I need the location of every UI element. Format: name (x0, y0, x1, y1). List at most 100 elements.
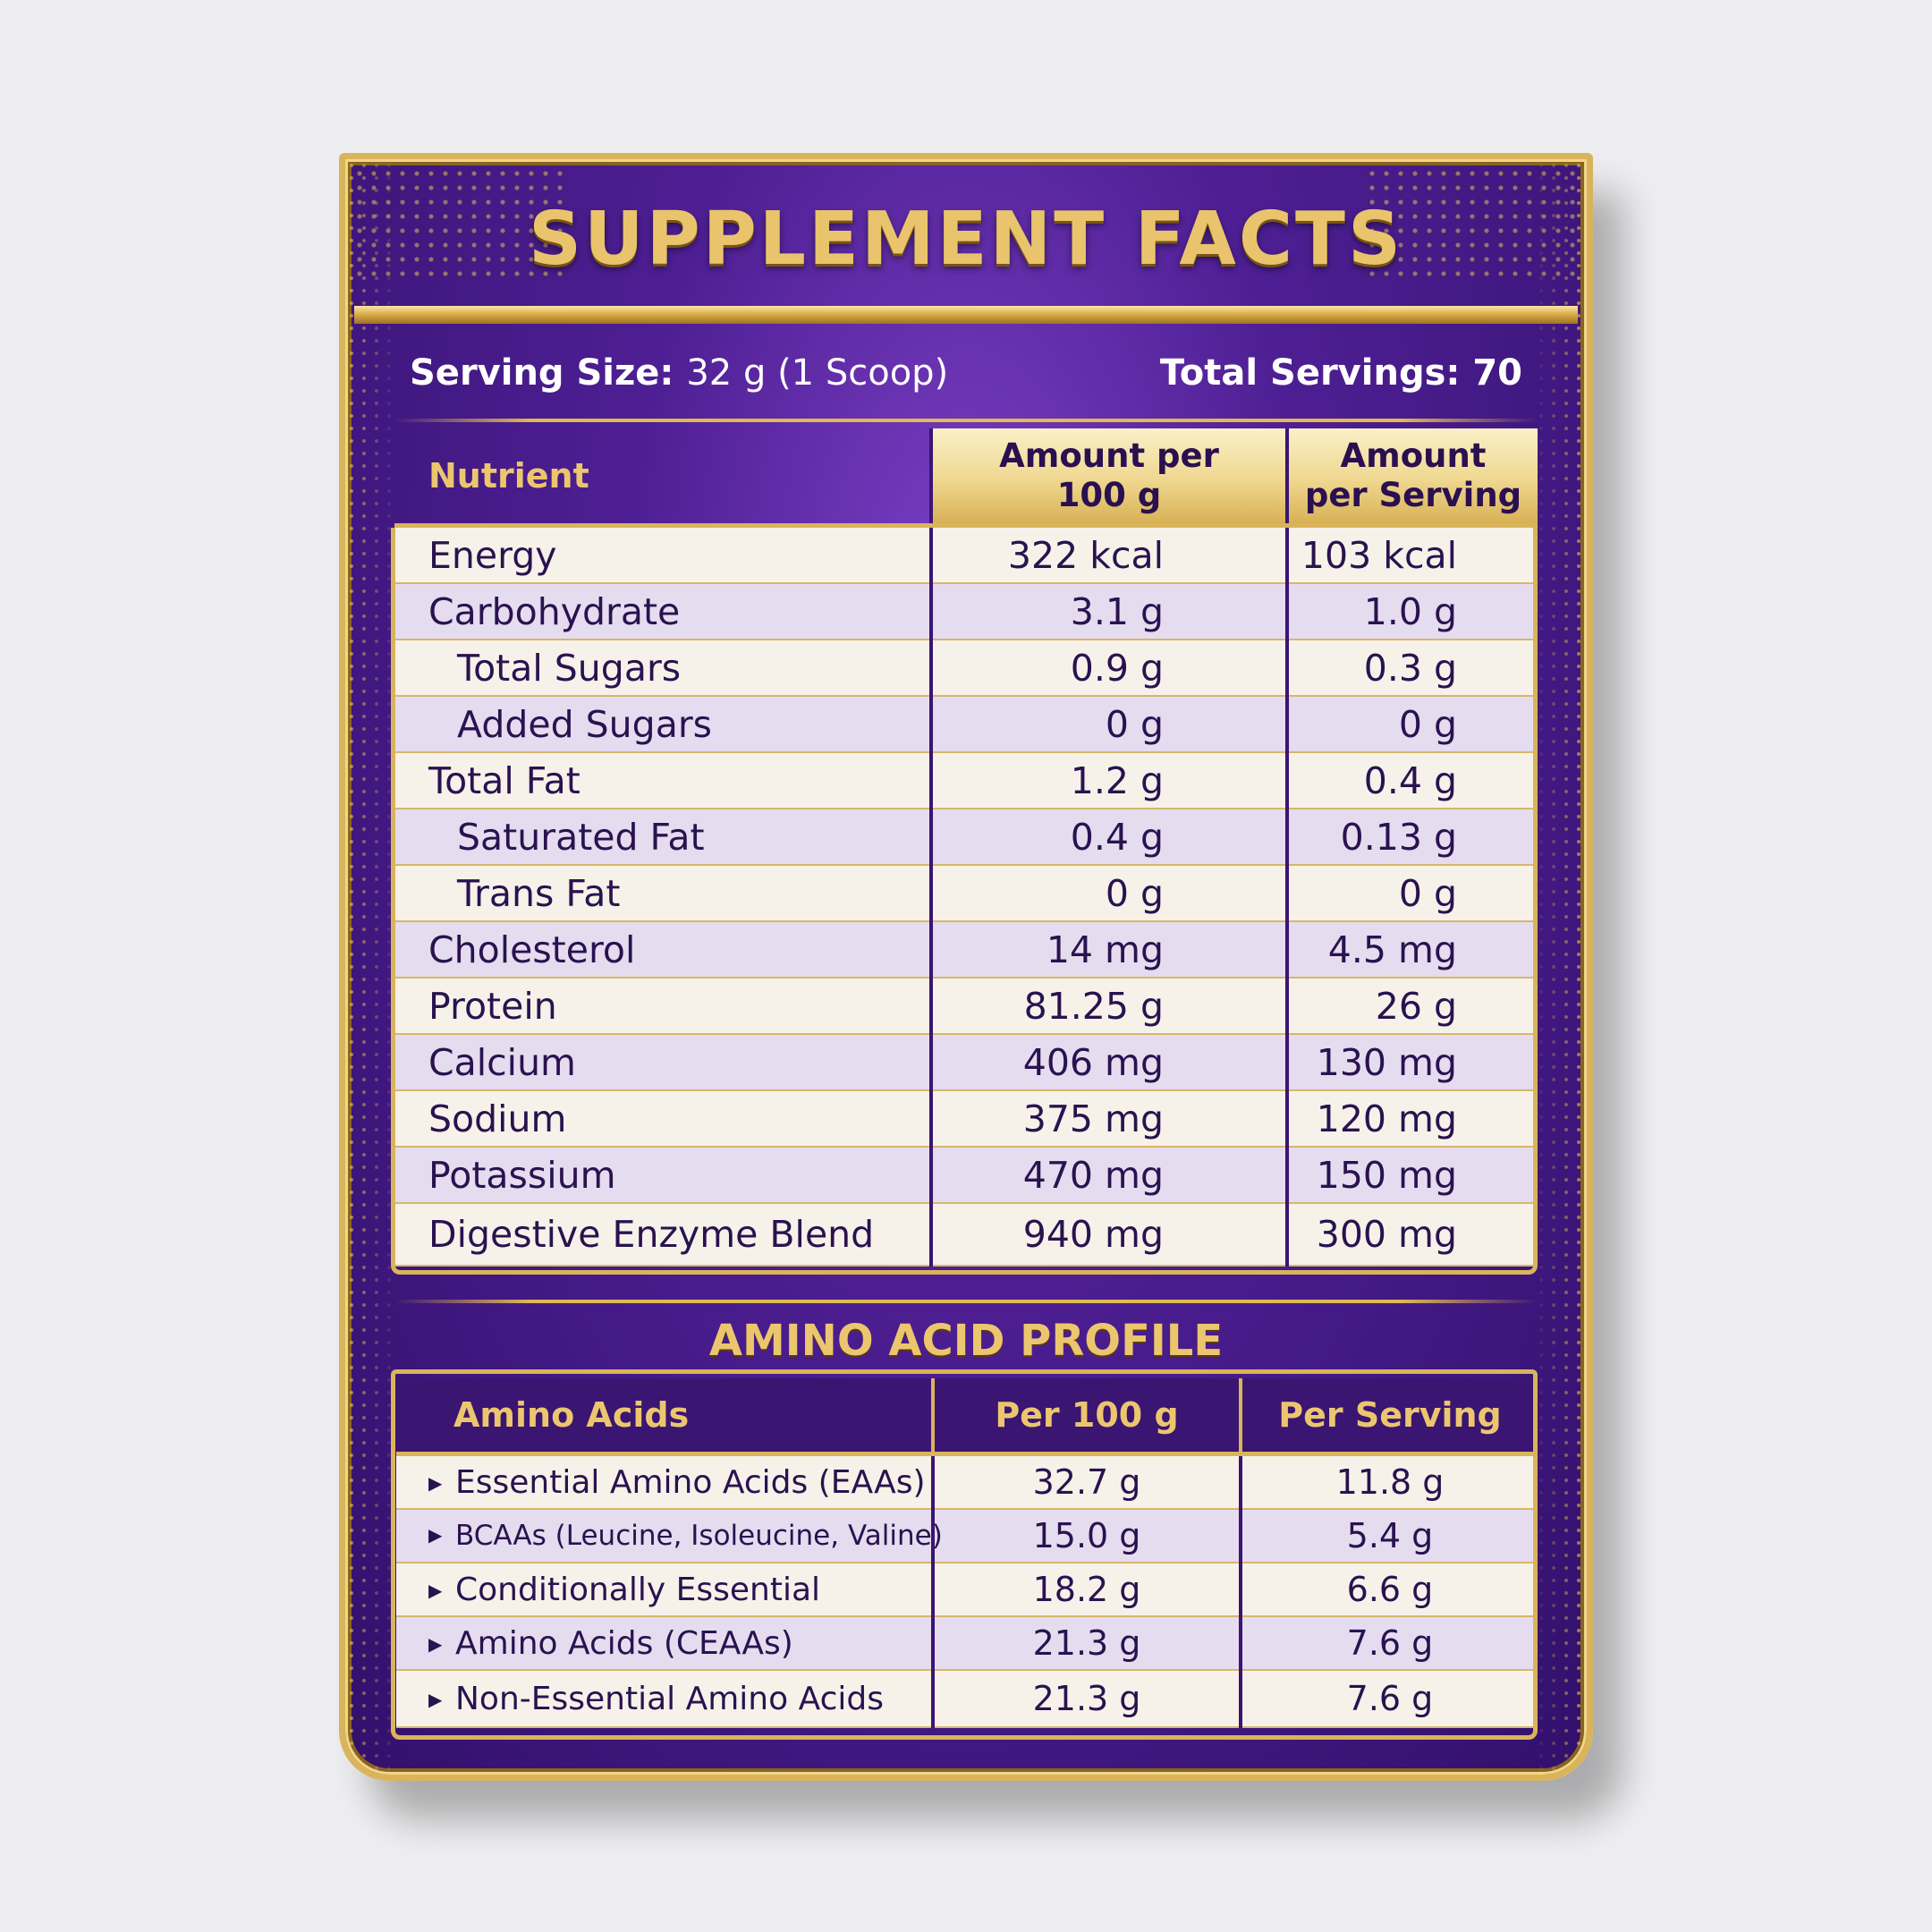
title-gold-bar (354, 306, 1578, 324)
amino-name: Essential Amino Acids (EAAs) (455, 1463, 926, 1501)
header-nutrient: Nutrient (394, 428, 931, 528)
header-per100-line1: Amount per (999, 436, 1219, 475)
amount-per-serving: 0 g (1285, 865, 1538, 922)
amino-per-serving: 6.6 g (1239, 1563, 1538, 1617)
nutrition-table: Nutrient Amount per 100 g Amount per Ser… (394, 428, 1538, 1267)
table-row: ▶ Non-Essential Amino Acids 21.3 g 7.6 g (396, 1670, 1538, 1728)
total-servings-label: Total Servings: (1159, 352, 1461, 394)
nutrient-name: Digestive Enzyme Blend (394, 1203, 931, 1267)
serving-size: Serving Size: 32 g (1 Scoop) (410, 352, 948, 394)
amino-per-100g: 32.7 g (931, 1453, 1241, 1510)
table-row: Trans Fat 0 g 0 g (394, 865, 1538, 922)
amino-name: Amino Acids (CEAAs) (455, 1624, 793, 1662)
table-row: ▶ BCAAs (Leucine, Isoleucine, Valine) 15.… (396, 1509, 1538, 1563)
triangle-bullet-icon: ▶ (428, 1688, 443, 1710)
table-row: Total Sugars 0.9 g 0.3 g (394, 640, 1538, 697)
amino-name-cell: ▶ Essential Amino Acids (EAAs) (396, 1453, 933, 1510)
amount-per-serving: 26 g (1285, 978, 1538, 1035)
header-perserving-line2: per Serving (1304, 476, 1522, 514)
amount-per-serving: 300 mg (1285, 1203, 1538, 1267)
serving-size-label: Serving Size: (410, 352, 674, 394)
table-row: Carbohydrate 3.1 g 1.0 g (394, 583, 1538, 640)
nutrient-name: Sodium (394, 1090, 931, 1148)
amino-per-100g: 21.3 g (931, 1616, 1241, 1671)
amount-per-100g: 375 mg (929, 1090, 1287, 1148)
amino-per-100g: 21.3 g (931, 1670, 1241, 1728)
amino-acid-table: Amino Acids Per 100 g Per Serving ▶ Essen… (396, 1378, 1538, 1728)
amino-per-100g: 15.0 g (931, 1509, 1241, 1563)
table-row: Energy 322 kcal 103 kcal (394, 525, 1538, 584)
amount-per-serving: 103 kcal (1285, 525, 1538, 584)
amount-per-serving: 0.4 g (1285, 752, 1538, 809)
triangle-bullet-icon: ▶ (428, 1632, 443, 1655)
header-perserving-line1: Amount (1340, 436, 1487, 475)
amount-per-serving: 0.13 g (1285, 809, 1538, 866)
nutrient-name: Energy (394, 525, 931, 584)
amino-name: Conditionally Essential (455, 1571, 821, 1608)
table-row: Total Fat 1.2 g 0.4 g (394, 752, 1538, 809)
amount-per-serving: 4.5 mg (1285, 921, 1538, 979)
amino-per-100g: 18.2 g (931, 1563, 1241, 1617)
panel-title: SUPPLEMENT FACTS (528, 197, 1404, 282)
nutrient-name: Protein (394, 978, 931, 1035)
amount-per-100g: 0.9 g (929, 640, 1287, 697)
amount-per-100g: 940 mg (929, 1203, 1287, 1267)
header-per-100g: Per 100 g (931, 1378, 1241, 1456)
nutrient-name: Cholesterol (394, 921, 931, 979)
table-row: Sodium 375 mg 120 mg (394, 1090, 1538, 1148)
table-row: Potassium 470 mg 150 mg (394, 1147, 1538, 1204)
amino-section-title: AMINO ACID PROFILE (708, 1316, 1224, 1366)
header-amount-per-100g: Amount per 100 g (929, 428, 1287, 528)
table-row: Calcium 406 mg 130 mg (394, 1034, 1538, 1091)
amino-name-cell: ▶ Conditionally Essential (396, 1563, 933, 1617)
table-row: Added Sugars 0 g 0 g (394, 696, 1538, 753)
amount-per-100g: 0 g (929, 696, 1287, 753)
header-per-serving: Per Serving (1239, 1378, 1538, 1456)
amount-per-serving: 120 mg (1285, 1090, 1538, 1148)
table-row: ▶ Conditionally Essential 18.2 g 6.6 g (396, 1563, 1538, 1617)
nutrition-header-row: Nutrient Amount per 100 g Amount per Ser… (394, 428, 1538, 528)
nutrient-name: Potassium (394, 1147, 931, 1204)
amino-name-cell: ▶ BCAAs (Leucine, Isoleucine, Valine) (396, 1509, 943, 1563)
nutrient-name: Saturated Fat (394, 809, 931, 866)
amount-per-serving: 130 mg (1285, 1034, 1538, 1091)
amount-per-serving: 150 mg (1285, 1147, 1538, 1204)
amount-per-serving: 0.3 g (1285, 640, 1538, 697)
serving-info: Serving Size: 32 g (1 Scoop) Total Servi… (410, 352, 1522, 394)
table-row: Digestive Enzyme Blend 940 mg 300 mg (394, 1203, 1538, 1267)
table-row: Cholesterol 14 mg 4.5 mg (394, 921, 1538, 979)
amino-per-serving: 7.6 g (1239, 1670, 1538, 1728)
amount-per-100g: 3.1 g (929, 583, 1287, 640)
nutrient-name: Carbohydrate (394, 583, 931, 640)
amino-per-serving: 5.4 g (1239, 1509, 1538, 1563)
supplement-facts-panel: SUPPLEMENT FACTS Serving Size: 32 g (1 S… (339, 153, 1593, 1781)
amount-per-100g: 1.2 g (929, 752, 1287, 809)
amount-per-100g: 0 g (929, 865, 1287, 922)
amount-per-100g: 470 mg (929, 1147, 1287, 1204)
triangle-bullet-icon: ▶ (428, 1471, 443, 1494)
header-per100-line2: 100 g (1056, 476, 1162, 514)
amount-per-100g: 81.25 g (929, 978, 1287, 1035)
amount-per-100g: 14 mg (929, 921, 1287, 979)
amino-name: Non-Essential Amino Acids (455, 1680, 884, 1717)
amount-per-100g: 406 mg (929, 1034, 1287, 1091)
amount-per-100g: 0.4 g (929, 809, 1287, 866)
total-servings-value: 70 (1472, 352, 1522, 394)
table-row: Saturated Fat 0.4 g 0.13 g (394, 809, 1538, 866)
amino-per-serving: 7.6 g (1239, 1616, 1538, 1671)
amino-divider-top (394, 1300, 1538, 1303)
amount-per-serving: 0 g (1285, 696, 1538, 753)
amount-per-100g: 322 kcal (929, 525, 1287, 584)
amino-name: BCAAs (Leucine, Isoleucine, Valine) (455, 1520, 943, 1552)
header-amino-acids: Amino Acids (396, 1378, 933, 1456)
table-row: ▶ Amino Acids (CEAAs) 21.3 g 7.6 g (396, 1616, 1538, 1671)
nutrient-name: Trans Fat (394, 865, 931, 922)
triangle-bullet-icon: ▶ (428, 1579, 443, 1601)
header-amount-per-serving: Amount per Serving (1285, 428, 1538, 528)
amount-per-serving: 1.0 g (1285, 583, 1538, 640)
amino-header-row: Amino Acids Per 100 g Per Serving (396, 1378, 1538, 1456)
amino-name-cell: ▶ Amino Acids (CEAAs) (396, 1616, 933, 1671)
nutrient-name: Total Sugars (394, 640, 931, 697)
serving-divider (394, 419, 1538, 422)
nutrient-name: Added Sugars (394, 696, 931, 753)
